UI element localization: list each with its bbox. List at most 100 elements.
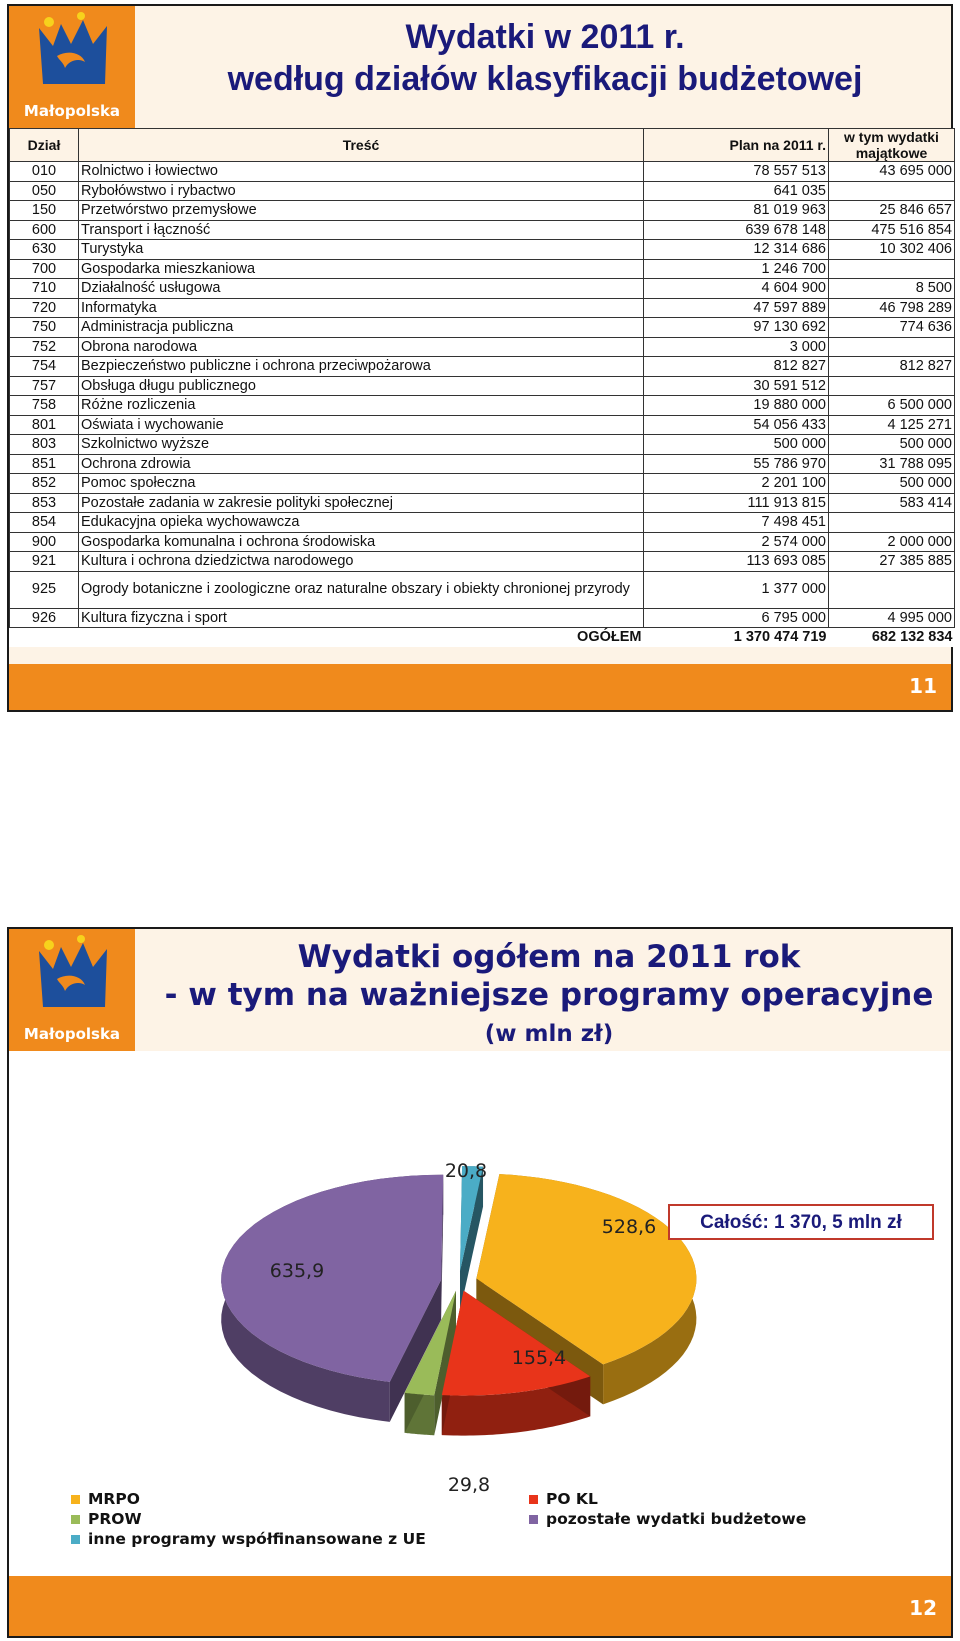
cell-plan: 113 693 085: [643, 551, 829, 572]
pie-data-label: 155,4: [512, 1347, 566, 1369]
cell-name: Pozostałe zadania w zakresie polityki sp…: [78, 492, 644, 513]
column-header-code: Dział: [9, 128, 79, 162]
cell-majatkowe: [828, 570, 955, 609]
cell-plan: 4 604 900: [643, 278, 829, 299]
pie-slice-inne: [460, 1166, 483, 1272]
cell-plan: 1 377 000: [643, 570, 829, 609]
total-majatkowe: 682 132 834: [871, 629, 953, 646]
cell-code: 720: [9, 297, 79, 318]
table-row: 050 Rybołówstwo i rybactwo 641 035: [9, 180, 955, 201]
total-box-label: Całość: 1 370, 5 mln zł: [700, 1212, 902, 1233]
legend-item-pokl: PO KL: [529, 1489, 806, 1509]
column-header-plan: Plan na 2011 r.: [643, 128, 829, 162]
pie-slice-prow: [404, 1290, 457, 1396]
legend-swatch: [71, 1514, 80, 1524]
cell-plan: 1 246 700: [643, 258, 829, 279]
table-row: 851 Ochrona zdrowia 55 786 970 31 788 095: [9, 453, 955, 474]
cell-majatkowe: 812 827: [828, 356, 955, 377]
cell-majatkowe: 27 385 885: [828, 551, 955, 572]
legend-left: MRPO PROW inne programy współfinansowane…: [71, 1489, 426, 1549]
total-label: OGÓŁEM: [577, 629, 642, 646]
cell-plan: 54 056 433: [643, 414, 829, 435]
pie-data-label: 20,8: [445, 1160, 487, 1182]
table-row: 925 Ogrody botaniczne i zoologiczne oraz …: [9, 570, 955, 609]
cell-name: Informatyka: [78, 297, 644, 318]
cell-majatkowe: [828, 336, 955, 357]
cell-plan: 19 880 000: [643, 395, 829, 416]
legend-item-prow: PROW: [71, 1509, 426, 1529]
pie-chart: 528,6 155,4 29,8 635,9 20,8: [221, 1160, 697, 1496]
cell-name: Różne rozliczenia: [78, 395, 644, 416]
cell-code: 600: [9, 219, 79, 240]
table-row: 900 Gospodarka komunalna i ochrona środow…: [9, 531, 955, 552]
cell-majatkowe: 4 995 000: [828, 607, 955, 628]
chart-panel: 528,6 155,4 29,8 635,9 20,8 Całość: 1 370, 5…: [9, 1051, 951, 1577]
cell-code: 752: [9, 336, 79, 357]
cell-name: Rolnictwo i łowiectwo: [78, 161, 644, 182]
cell-majatkowe: 10 302 406: [828, 239, 955, 260]
table-row: 921 Kultura i ochrona dziedzictwa narodow…: [9, 551, 955, 572]
legend-label: MRPO: [88, 1490, 140, 1508]
cell-code: 710: [9, 278, 79, 299]
legend-label: pozostałe wydatki budżetowe: [546, 1510, 807, 1528]
logo-wordmark: Małopolska: [23, 102, 121, 120]
cell-name: Oświata i wychowanie: [78, 414, 644, 435]
total-spacer: [10, 628, 79, 647]
table-body: 010 Rolnictwo i łowiectwo 78 557 513 43 695…: [9, 161, 955, 628]
cell-majatkowe: 774 636: [828, 317, 955, 338]
page-number: 12: [909, 1596, 937, 1620]
pie-slice-pokl: [441, 1290, 591, 1396]
cell-name: Gospodarka komunalna i ochrona środowisk…: [78, 531, 644, 552]
cell-name: Przetwórstwo przemysłowe: [78, 200, 644, 221]
logo-wordmark: Małopolska: [23, 1025, 121, 1043]
table-row: 710 Działalność usługowa 4 604 900 8 500: [9, 278, 955, 299]
legend-right: PO KL pozostałe wydatki budżetowe: [529, 1489, 806, 1529]
cell-name: Pomoc społeczna: [78, 473, 644, 494]
cell-plan: 7 498 451: [643, 512, 829, 533]
cell-code: 150: [9, 200, 79, 221]
cell-plan: 97 130 692: [643, 317, 829, 338]
pie-data-label: 635,9: [270, 1260, 324, 1282]
pie-slice-wall: [441, 1174, 444, 1320]
cell-majatkowe: 583 414: [828, 492, 955, 513]
malopolska-logo: Małopolska: [9, 929, 135, 1051]
slide-11: Małopolska Wydatki w 2011 r. według dzia…: [7, 4, 955, 712]
cell-name: Obrona narodowa: [78, 336, 644, 357]
pie-slice-mrpo: [476, 1174, 697, 1365]
cell-majatkowe: 500 000: [828, 434, 955, 455]
cell-code: 803: [9, 434, 79, 455]
table-row: 150 Przetwórstwo przemysłowe 81 019 963 25 …: [9, 200, 955, 221]
cell-plan: 78 557 513: [643, 161, 829, 182]
cell-name: Szkolnictwo wyższe: [78, 434, 644, 455]
cell-majatkowe: 25 846 657: [828, 200, 955, 221]
cell-plan: 812 827: [643, 356, 829, 377]
cell-code: 801: [9, 414, 79, 435]
table-total-row: OGÓŁEM 1 370 474 719 682 132 834: [10, 628, 955, 647]
cell-majatkowe: [828, 375, 955, 396]
table-row: 720 Informatyka 47 597 889 46 798 289: [9, 297, 955, 318]
cell-majatkowe: 6 500 000: [828, 395, 955, 416]
total-plan: 1 370 474 719: [733, 629, 827, 646]
total-box: Całość: 1 370, 5 mln zł: [668, 1204, 934, 1240]
legend-item-mrpo: MRPO: [71, 1489, 426, 1509]
cell-majatkowe: [828, 512, 955, 533]
table-row: 600 Transport i łączność 639 678 148 475 51…: [9, 219, 955, 240]
cell-code: 854: [9, 512, 79, 533]
legend-swatch: [71, 1534, 80, 1544]
cell-code: 050: [9, 180, 79, 201]
pie-slice-wall: [460, 1166, 484, 1312]
budget-table: Dział Treść Plan na 2011 r. w tym wydatk…: [9, 128, 955, 647]
table-row: 750 Administracja publiczna 97 130 692 774 …: [9, 317, 955, 338]
legend-swatch: [71, 1494, 80, 1504]
cell-code: 852: [9, 473, 79, 494]
legend-swatch: [529, 1514, 538, 1524]
cell-code: 900: [9, 531, 79, 552]
slide-footer: 12: [9, 1576, 951, 1636]
cell-plan: 641 035: [643, 180, 829, 201]
cell-plan: 55 786 970: [643, 453, 829, 474]
column-header-majatkowe: w tym wydatki majątkowe: [828, 128, 955, 162]
malopolska-emblem-icon: [39, 935, 107, 1007]
chart-subtitle: - w tym na ważniejsze programy operacyjn…: [164, 977, 934, 1013]
cell-majatkowe: [828, 258, 955, 279]
cell-plan: 81 019 963: [643, 200, 829, 221]
